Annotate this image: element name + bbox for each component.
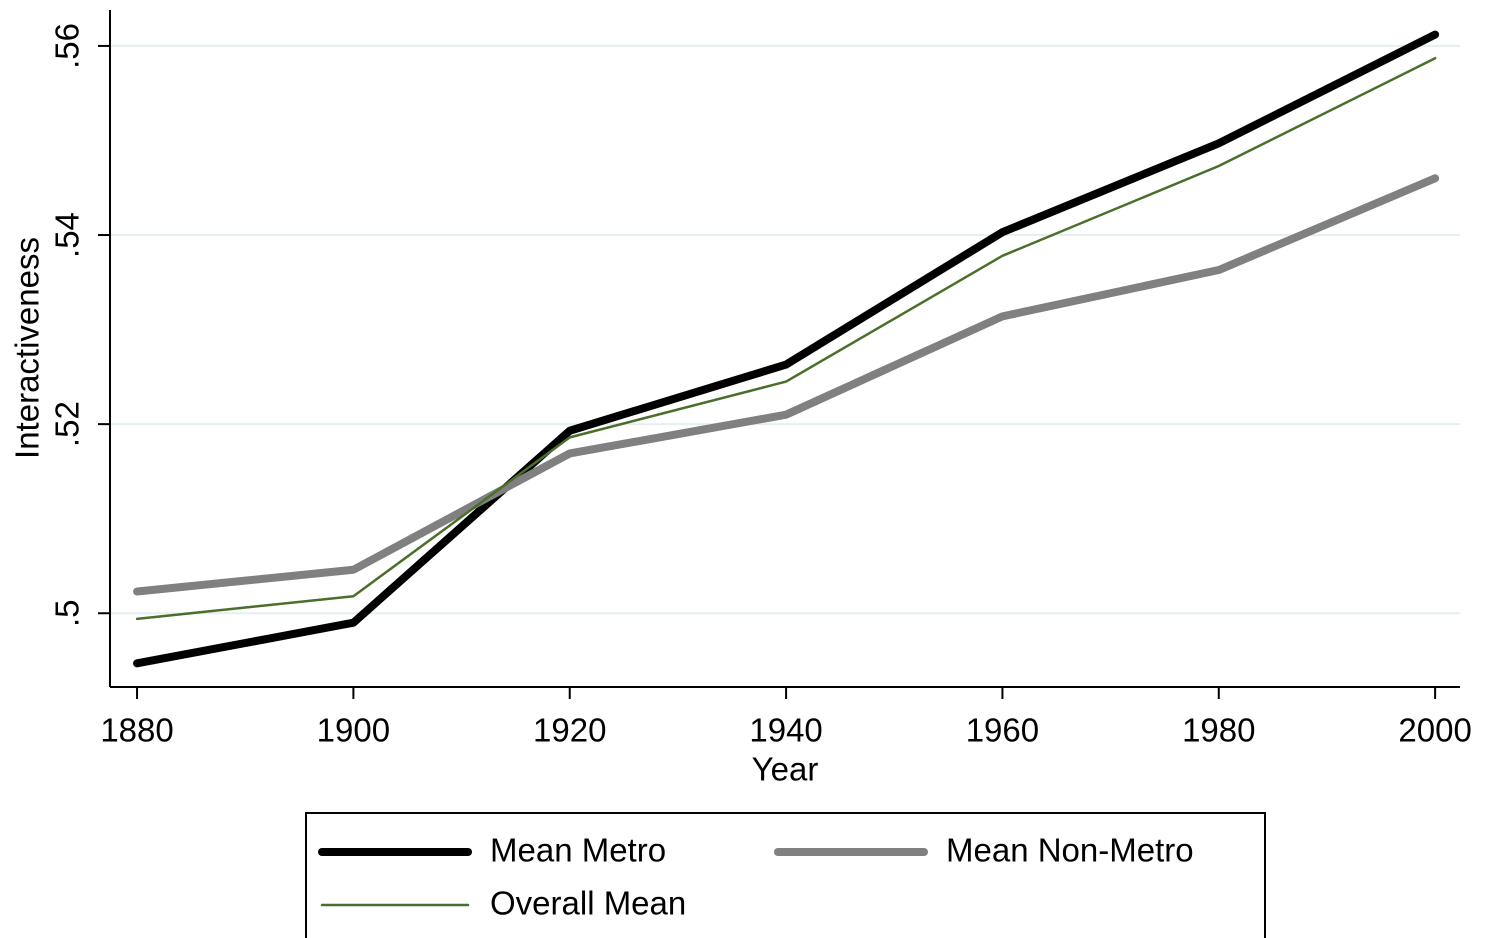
- x-tick-label: 1980: [1182, 712, 1255, 749]
- x-tick-label: 2000: [1398, 712, 1471, 749]
- line: [135, 56, 1437, 621]
- legend-label: Mean Non-Metro: [946, 832, 1194, 869]
- x-tick-label: 1920: [533, 712, 606, 749]
- y-tick-label: .5: [49, 599, 86, 627]
- line: [133, 30, 1440, 668]
- y-tick-label: .56: [49, 23, 86, 69]
- line: [133, 174, 1440, 596]
- legend-label: Overall Mean: [490, 885, 686, 922]
- x-tick-label: 1900: [317, 712, 390, 749]
- y-tick-label: .52: [49, 401, 86, 447]
- x-tick-label: 1880: [100, 712, 173, 749]
- legend-box: [305, 812, 1266, 938]
- y-tick-label: .54: [49, 212, 86, 258]
- x-axis-label: Year: [752, 751, 819, 788]
- legend-label: Mean Metro: [490, 832, 666, 869]
- x-tick-label: 1940: [749, 712, 822, 749]
- x-tick-label: 1960: [966, 712, 1039, 749]
- y-axis-label: Interactiveness: [9, 237, 46, 459]
